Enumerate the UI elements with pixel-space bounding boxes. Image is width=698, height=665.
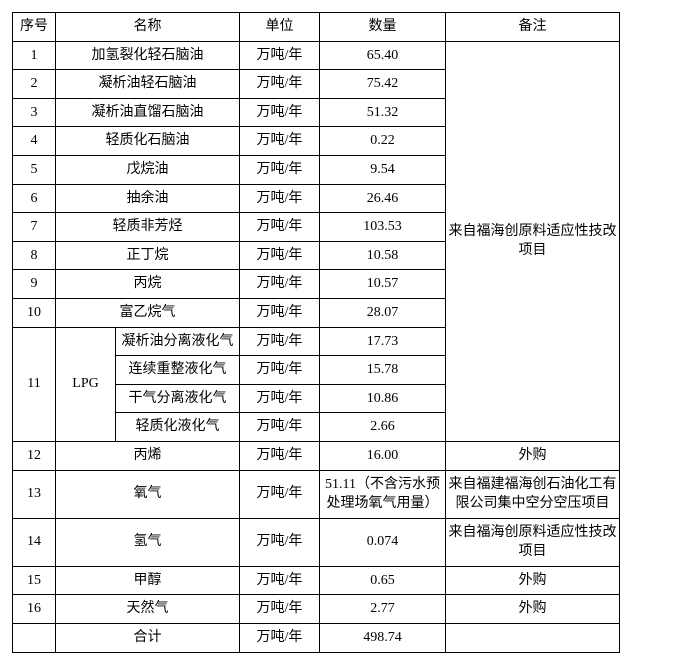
col-unit: 单位: [240, 13, 320, 42]
cell-name: 丙烷: [56, 270, 240, 299]
cell-unit: 万吨/年: [240, 298, 320, 327]
cell-unit: 万吨/年: [240, 441, 320, 470]
cell-name: 干气分离液化气: [116, 384, 240, 413]
cell-unit: 万吨/年: [240, 155, 320, 184]
table-row: 1 加氢裂化轻石脑油 万吨/年 65.40 来自福海创原料适应性技改项目: [13, 41, 620, 70]
cell-note: 外购: [446, 595, 620, 624]
cell-group: LPG: [56, 327, 116, 441]
cell-qty: 0.074: [320, 518, 446, 566]
cell-unit: 万吨/年: [240, 566, 320, 595]
total-row: 合计 万吨/年 498.74: [13, 624, 620, 653]
cell-qty: 16.00: [320, 441, 446, 470]
cell-qty: 65.40: [320, 41, 446, 70]
cell-note: 来自福建福海创石油化工有限公司集中空分空压项目: [446, 470, 620, 518]
cell-name: 凝析油直馏石脑油: [56, 98, 240, 127]
col-seq: 序号: [13, 13, 56, 42]
cell-unit: 万吨/年: [240, 518, 320, 566]
cell-qty: 10.57: [320, 270, 446, 299]
cell-qty: 10.58: [320, 241, 446, 270]
cell-note: 来自福海创原料适应性技改项目: [446, 518, 620, 566]
cell-unit: 万吨/年: [240, 241, 320, 270]
cell-qty: 0.65: [320, 566, 446, 595]
cell-seq: 4: [13, 127, 56, 156]
table-row: 13 氧气 万吨/年 51.11（不含污水预处理场氧气用量） 来自福建福海创石油…: [13, 470, 620, 518]
cell-seq: 16: [13, 595, 56, 624]
cell-seq: [13, 624, 56, 653]
cell-qty: 26.46: [320, 184, 446, 213]
cell-name: 轻质化液化气: [116, 413, 240, 442]
cell-seq: 2: [13, 70, 56, 99]
cell-seq: 7: [13, 213, 56, 242]
col-note: 备注: [446, 13, 620, 42]
cell-unit: 万吨/年: [240, 184, 320, 213]
cell-seq: 5: [13, 155, 56, 184]
cell-unit: 万吨/年: [240, 41, 320, 70]
cell-seq: 1: [13, 41, 56, 70]
cell-unit: 万吨/年: [240, 327, 320, 356]
cell-seq: 12: [13, 441, 56, 470]
cell-name: 轻质化石脑油: [56, 127, 240, 156]
cell-note: [446, 624, 620, 653]
cell-seq: 11: [13, 327, 56, 441]
cell-qty: 51.32: [320, 98, 446, 127]
table-row: 14 氢气 万吨/年 0.074 来自福海创原料适应性技改项目: [13, 518, 620, 566]
cell-name: 天然气: [56, 595, 240, 624]
cell-name: 富乙烷气: [56, 298, 240, 327]
cell-name: 加氢裂化轻石脑油: [56, 41, 240, 70]
cell-name: 丙烯: [56, 441, 240, 470]
cell-seq: 14: [13, 518, 56, 566]
cell-name: 轻质非芳烃: [56, 213, 240, 242]
cell-qty: 103.53: [320, 213, 446, 242]
col-qty: 数量: [320, 13, 446, 42]
cell-total: 合计: [56, 624, 240, 653]
cell-name: 凝析油轻石脑油: [56, 70, 240, 99]
cell-qty: 75.42: [320, 70, 446, 99]
cell-unit: 万吨/年: [240, 98, 320, 127]
cell-unit: 万吨/年: [240, 270, 320, 299]
cell-name: 氧气: [56, 470, 240, 518]
cell-qty: 2.66: [320, 413, 446, 442]
cell-unit: 万吨/年: [240, 470, 320, 518]
cell-seq: 8: [13, 241, 56, 270]
cell-seq: 10: [13, 298, 56, 327]
header-row: 序号 名称 单位 数量 备注: [13, 13, 620, 42]
cell-qty: 17.73: [320, 327, 446, 356]
cell-qty: 9.54: [320, 155, 446, 184]
cell-seq: 9: [13, 270, 56, 299]
cell-name: 甲醇: [56, 566, 240, 595]
cell-seq: 3: [13, 98, 56, 127]
cell-unit: 万吨/年: [240, 384, 320, 413]
cell-unit: 万吨/年: [240, 127, 320, 156]
cell-note-merged: 来自福海创原料适应性技改项目: [446, 41, 620, 441]
cell-unit: 万吨/年: [240, 213, 320, 242]
table-row: 15 甲醇 万吨/年 0.65 外购: [13, 566, 620, 595]
cell-unit: 万吨/年: [240, 624, 320, 653]
cell-seq: 13: [13, 470, 56, 518]
cell-qty: 10.86: [320, 384, 446, 413]
cell-qty: 15.78: [320, 356, 446, 385]
cell-qty: 28.07: [320, 298, 446, 327]
cell-name: 戊烷油: [56, 155, 240, 184]
col-name: 名称: [56, 13, 240, 42]
cell-seq: 6: [13, 184, 56, 213]
cell-qty: 51.11（不含污水预处理场氧气用量）: [320, 470, 446, 518]
cell-unit: 万吨/年: [240, 413, 320, 442]
cell-unit: 万吨/年: [240, 595, 320, 624]
table-row: 12 丙烯 万吨/年 16.00 外购: [13, 441, 620, 470]
cell-name: 连续重整液化气: [116, 356, 240, 385]
materials-table: 序号 名称 单位 数量 备注 1 加氢裂化轻石脑油 万吨/年 65.40 来自福…: [12, 12, 620, 653]
cell-qty: 2.77: [320, 595, 446, 624]
cell-name: 抽余油: [56, 184, 240, 213]
cell-name: 正丁烷: [56, 241, 240, 270]
cell-unit: 万吨/年: [240, 356, 320, 385]
cell-seq: 15: [13, 566, 56, 595]
cell-name: 氢气: [56, 518, 240, 566]
table-row: 16 天然气 万吨/年 2.77 外购: [13, 595, 620, 624]
cell-unit: 万吨/年: [240, 70, 320, 99]
cell-qty: 498.74: [320, 624, 446, 653]
cell-qty: 0.22: [320, 127, 446, 156]
cell-name: 凝析油分离液化气: [116, 327, 240, 356]
cell-note: 外购: [446, 566, 620, 595]
cell-note: 外购: [446, 441, 620, 470]
